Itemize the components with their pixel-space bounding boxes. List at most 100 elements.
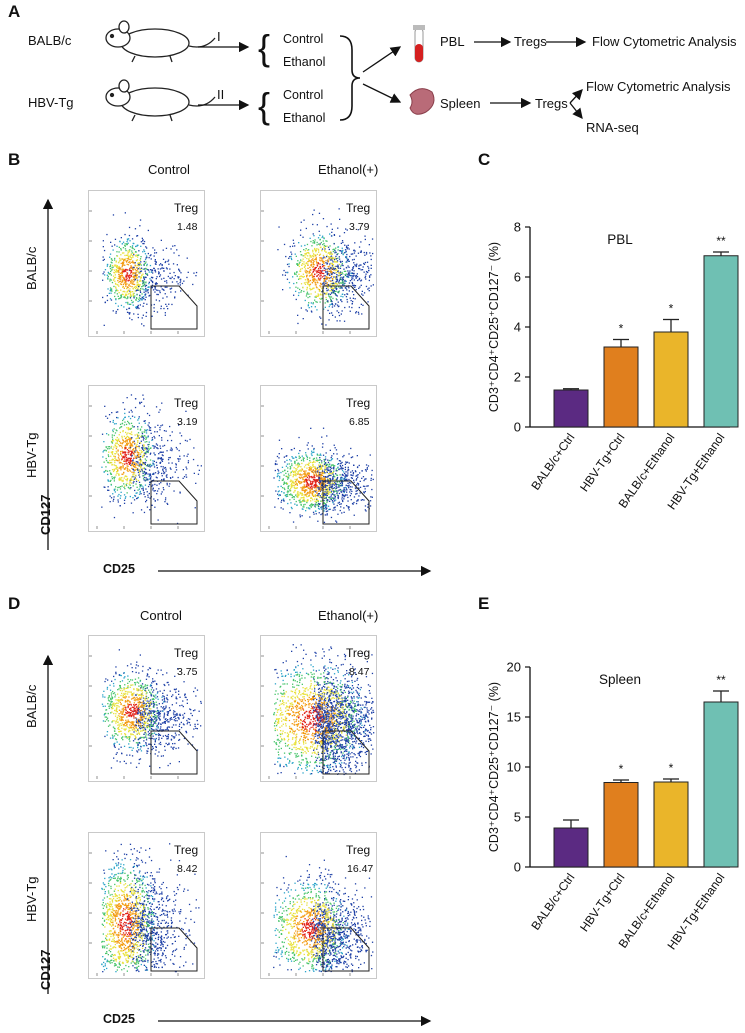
significance-marker: * — [669, 302, 674, 316]
gate-label: Treg — [174, 201, 199, 215]
gate-label: Treg — [346, 201, 371, 215]
event-dots — [101, 394, 202, 525]
flow-plot: Treg 6.85 — [260, 385, 377, 532]
treg-gate — [150, 285, 198, 330]
panel-letter-b: B — [8, 150, 21, 169]
gate-label: Treg — [346, 843, 371, 857]
group-ethanol: Ethanol — [283, 55, 326, 69]
flow-plot: Treg 16.47 — [260, 832, 377, 979]
rnaseq-label: RNA-seq — [586, 120, 639, 135]
treg-gate — [322, 480, 370, 525]
group-control: Control — [283, 32, 324, 46]
event-dots — [102, 212, 198, 327]
y-tick-label: 5 — [514, 810, 521, 825]
mouse-label-hbvtg: HBV-Tg — [28, 95, 74, 110]
y-tick-label: 20 — [507, 660, 521, 675]
flow-plot: Treg 3.19 — [88, 385, 205, 532]
arrow-label-i: I — [217, 29, 221, 44]
significance-marker: * — [669, 761, 674, 775]
x-axis-label-cd25: CD25 — [103, 562, 135, 576]
category-label: BALB/c+Ctrl — [528, 431, 577, 493]
column-label-ethanol: Ethanol(+) — [318, 608, 379, 623]
column-label-control: Control — [140, 608, 182, 623]
panel-letter-e: E — [478, 594, 490, 613]
tregs-label: Tregs — [535, 96, 568, 111]
flow-plot: Treg 3.79 — [260, 190, 377, 337]
treg-gate — [150, 730, 198, 775]
significance-marker: * — [619, 762, 624, 776]
y-tick-label: 8 — [514, 220, 521, 235]
gate-percentage: 3.75 — [177, 666, 198, 678]
chart-title: Spleen — [599, 672, 641, 687]
flow-label: Flow Cytometric Analysis — [586, 79, 731, 94]
schema-diagram: { { — [105, 20, 587, 126]
event-dots — [273, 855, 374, 973]
event-dots — [277, 208, 374, 326]
tregs-label: Tregs — [514, 34, 547, 49]
event-dots — [101, 843, 200, 973]
gate-label: Treg — [346, 646, 371, 660]
group-control: Control — [283, 88, 324, 102]
bar-chart-spleen: 0 5 10 15 20 CD3⁺CD4⁺CD25⁺CD127⁻ (%) Spleen BAL… — [487, 660, 739, 952]
bar — [653, 781, 689, 868]
category-label: HBV-Tg+Ctrl — [577, 871, 627, 934]
pbl-label: PBL — [440, 34, 465, 49]
bar-chart-pbl: 0 2 4 6 8 CD3⁺CD4⁺CD25⁺CD127⁻ (%) PBL BALB/c+Ct… — [487, 220, 739, 512]
y-tick-label: 0 — [514, 420, 521, 435]
bar — [603, 782, 639, 868]
svg-text:{: { — [258, 27, 270, 68]
arrow-label-ii: II — [217, 87, 225, 102]
x-axis-label-cd25: CD25 — [103, 1012, 135, 1026]
gate-label: Treg — [174, 646, 199, 660]
panel-letter-a: A — [8, 2, 21, 21]
gate-percentage: 16.47 — [347, 863, 374, 875]
bar — [603, 346, 639, 428]
column-label-ethanol: Ethanol(+) — [318, 162, 379, 177]
y-tick-label: 15 — [507, 710, 521, 725]
group-ethanol: Ethanol — [283, 111, 326, 125]
panel-letter-c: C — [478, 150, 491, 169]
y-tick-label: 6 — [514, 270, 521, 285]
event-dots — [101, 649, 202, 769]
flow-plot: Treg 3.75 — [88, 635, 205, 782]
y-tick-label: 4 — [514, 320, 521, 335]
bar — [653, 331, 689, 428]
panel-letter-d: D — [8, 594, 21, 613]
gate-percentage: 3.19 — [177, 416, 198, 428]
treg-gate — [150, 480, 198, 525]
gate-label: Treg — [346, 396, 371, 410]
y-axis-label: CD3⁺CD4⁺CD25⁺CD127⁻ (%) — [487, 682, 501, 852]
y-tick-label: 0 — [514, 860, 521, 875]
y-tick-label: 10 — [507, 760, 521, 775]
spleen-icon — [409, 88, 435, 115]
bar — [553, 389, 589, 428]
svg-text:{: { — [258, 85, 270, 126]
chart-title: PBL — [607, 232, 633, 247]
gate-percentage: 3.79 — [349, 221, 370, 233]
flow-plot: Treg 8.42 — [88, 832, 205, 979]
gate-label: Treg — [174, 396, 199, 410]
mouse-icon — [105, 79, 216, 122]
y-axis-label: CD3⁺CD4⁺CD25⁺CD127⁻ (%) — [487, 242, 501, 412]
mouse-icon — [105, 20, 216, 63]
mouse-label-balbc: BALB/c — [28, 33, 72, 48]
flow-plot: Treg 1.48 — [88, 190, 205, 337]
gate-percentage: 6.85 — [349, 416, 370, 428]
category-label: HBV-Tg+Ctrl — [577, 431, 627, 494]
spleen-label: Spleen — [440, 96, 481, 111]
bar — [553, 827, 589, 868]
treg-gate — [322, 285, 370, 330]
significance-marker: * — [619, 322, 624, 336]
gate-label: Treg — [174, 843, 199, 857]
y-tick-label: 2 — [514, 370, 521, 385]
column-label-control: Control — [148, 162, 190, 177]
event-dots — [273, 427, 374, 523]
treg-gate — [322, 730, 370, 775]
treg-gate — [322, 927, 370, 972]
gate-percentage: 8.47 — [349, 666, 370, 678]
bar — [703, 701, 739, 868]
gate-percentage: 8.42 — [177, 863, 198, 875]
flow-label: Flow Cytometric Analysis — [592, 34, 737, 49]
event-dots — [273, 644, 375, 776]
flow-plot: Treg 8.47 — [260, 635, 377, 782]
